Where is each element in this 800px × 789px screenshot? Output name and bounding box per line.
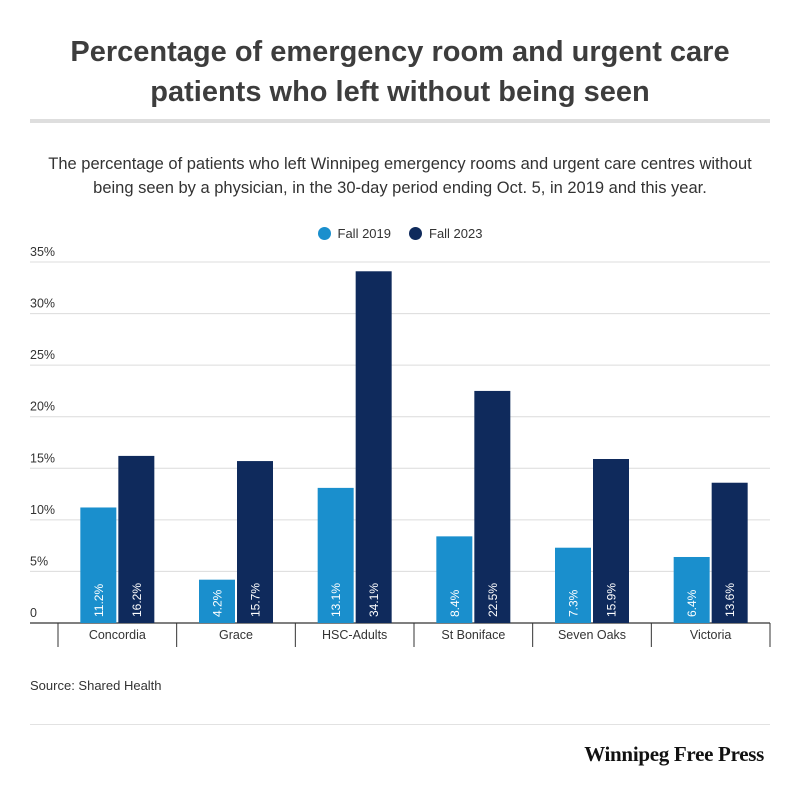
y-tick-label: 5% — [30, 554, 48, 568]
chart-legend: Fall 2019 Fall 2023 — [0, 226, 800, 241]
legend-item-fall-2023[interactable]: Fall 2023 — [409, 226, 482, 241]
data-label: 16.2% — [130, 583, 144, 617]
bar-fall-2023 — [237, 461, 273, 623]
footer-divider — [30, 724, 770, 725]
y-tick-label: 10% — [30, 503, 55, 517]
bar-fall-2023 — [474, 390, 511, 623]
bar-fall-2019 — [555, 547, 591, 623]
legend-swatch-fall-2023 — [409, 227, 422, 240]
bar-fall-2019 — [317, 487, 354, 623]
y-tick-label: 15% — [30, 451, 55, 465]
data-label: 13.1% — [329, 583, 343, 617]
legend-label-fall-2019: Fall 2019 — [337, 226, 391, 241]
bar-fall-2019 — [199, 579, 235, 623]
bar-fall-2019 — [436, 536, 473, 623]
x-tick-label: St Boniface — [441, 628, 505, 642]
data-label: 11.2% — [92, 584, 106, 617]
source-note: Source: Shared Health — [30, 678, 162, 693]
data-label: 13.6% — [723, 583, 737, 617]
legend-swatch-fall-2019 — [317, 227, 331, 240]
data-label: 15.9% — [605, 583, 619, 617]
chart-subtitle: The percentage of patients who left Winn… — [48, 155, 752, 197]
title-divider — [30, 119, 770, 123]
chart-title: Percentage of emergency room and urgent … — [70, 36, 730, 108]
x-tick-label: Grace — [219, 628, 253, 642]
bar-fall-2019 — [673, 556, 710, 623]
legend-label-fall-2023: Fall 2023 — [429, 226, 483, 241]
y-tick-label: 25% — [30, 348, 55, 362]
data-label: 7.3% — [567, 589, 581, 617]
bar-fall-2023 — [118, 455, 155, 623]
y-tick-label: 35% — [30, 245, 55, 259]
y-tick-label: 30% — [30, 297, 55, 311]
bar-chart: 0 5% 10% 15% 20% 25% 30% 35% 11.2% 16.2% Concordia… — [30, 245, 771, 647]
y-tick-label: 0 — [30, 606, 37, 620]
bar-fall-2023 — [593, 459, 629, 623]
bar-fall-2023 — [711, 482, 748, 623]
data-label: 6.4% — [685, 589, 699, 617]
data-label: 4.2% — [211, 589, 225, 617]
bar-fall-2019 — [80, 507, 117, 623]
bar-fall-2023 — [355, 271, 392, 623]
data-label: 34.1% — [367, 583, 381, 617]
data-label: 8.4% — [448, 589, 462, 617]
x-tick-label: HSC-Adults — [322, 628, 387, 642]
y-tick-label: 20% — [30, 400, 55, 414]
x-tick-label: Seven Oaks — [558, 628, 626, 642]
data-label: 15.7% — [249, 583, 263, 617]
x-tick-label: Victoria — [690, 628, 732, 642]
x-tick-label: Concordia — [89, 628, 146, 642]
brand-logo: Winnipeg Free Press — [584, 742, 764, 766]
data-label: 22.5% — [486, 583, 500, 617]
legend-item-fall-2019[interactable]: Fall 2019 — [317, 226, 391, 241]
